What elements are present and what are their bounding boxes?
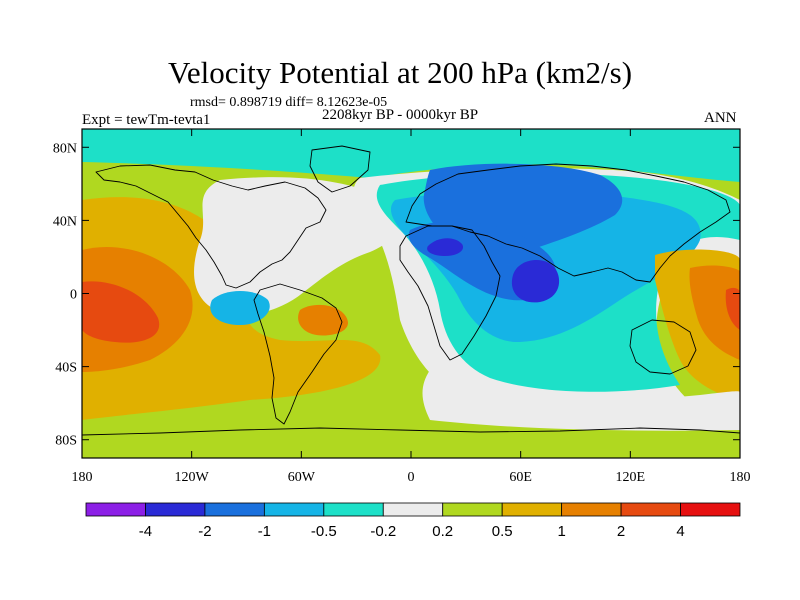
colorbar: -4 -2 -1 -0.5 -0.2 0.2 0.5 1 2 4 (85, 502, 741, 540)
coast-australia (629, 319, 697, 375)
coast-antarctica (82, 427, 740, 436)
contour-band-min-indian-ocean (511, 259, 560, 303)
contour-band-arctic (82, 129, 740, 182)
y-tick-label: 80S (55, 434, 77, 449)
x-tick-label: 120W (175, 470, 210, 485)
contour-band-neg-small-pacific (210, 291, 270, 325)
x-tick-label: 60W (288, 470, 316, 485)
y-tick-label: 40S (55, 361, 77, 376)
coast-north-america (95, 164, 327, 289)
stats-text: rmsd= 0.898719 diff= 8.12623e-05 (190, 95, 388, 110)
colorbar-swatch (501, 502, 563, 517)
colorbar-swatch (204, 502, 265, 517)
colorbar-label: -1 (258, 523, 271, 540)
coast-eurasia (405, 163, 731, 283)
y-axis: 80N 40N 0 40S 80S (53, 141, 740, 449)
colorbar-label: 0.2 (432, 523, 453, 540)
colorbar-swatch (85, 502, 146, 517)
contour-band-4-wpac (725, 287, 740, 330)
colorbar-swatch (382, 502, 444, 517)
x-axis: 180 120W 60W 0 60E 120E 180 (72, 129, 751, 485)
x-tick-label: 60E (509, 470, 532, 485)
x-tick-label: 120E (616, 470, 646, 485)
x-tick-label: 180 (730, 470, 751, 485)
colorbar-label: 1 (557, 523, 565, 540)
colorbar-label: 4 (676, 523, 684, 540)
coast-greenland (309, 145, 371, 193)
colorbar-label: -2 (198, 523, 211, 540)
chart-title: Velocity Potential at 200 hPa (km2/s) (167, 55, 633, 90)
x-tick-label: 0 (408, 470, 415, 485)
colorbar-label: -0.5 (311, 523, 337, 540)
y-tick-label: 80N (53, 141, 77, 156)
contour-band-2-south-america (298, 304, 349, 336)
colorbar-label: 0.5 (492, 523, 513, 540)
coast-south-america (253, 283, 343, 425)
colorbar-label: -4 (139, 523, 152, 540)
contour-band-min-middle-east (427, 238, 464, 256)
contour-band-2-wpac (689, 265, 740, 360)
colorbar-swatch (620, 502, 681, 517)
period-text: 2208kyr BP - 0000kyr BP (322, 107, 479, 123)
contour-band-near-zero-north-america (194, 177, 404, 315)
y-tick-label: 0 (70, 288, 77, 303)
colorbar-swatch (263, 502, 325, 517)
experiment-label: Expt = tewTm-tevta1 (82, 112, 211, 128)
contour-band-antarctic (82, 432, 740, 458)
x-tick-label: 180 (72, 470, 93, 485)
colorbar-swatch (145, 502, 206, 517)
y-tick-label: 40N (53, 214, 77, 229)
coastlines (82, 145, 740, 436)
colorbar-swatch (561, 502, 622, 517)
contour-band-near-zero-southern (422, 370, 740, 431)
colorbar-label: 2 (617, 523, 625, 540)
season-label: ANN (704, 110, 737, 126)
contour-band-4 (82, 281, 160, 343)
contour-field (82, 129, 740, 458)
colorbar-swatch (442, 502, 503, 517)
colorbar-swatch (680, 502, 741, 517)
colorbar-label: -0.2 (370, 523, 396, 540)
colorbar-swatch (323, 502, 384, 517)
